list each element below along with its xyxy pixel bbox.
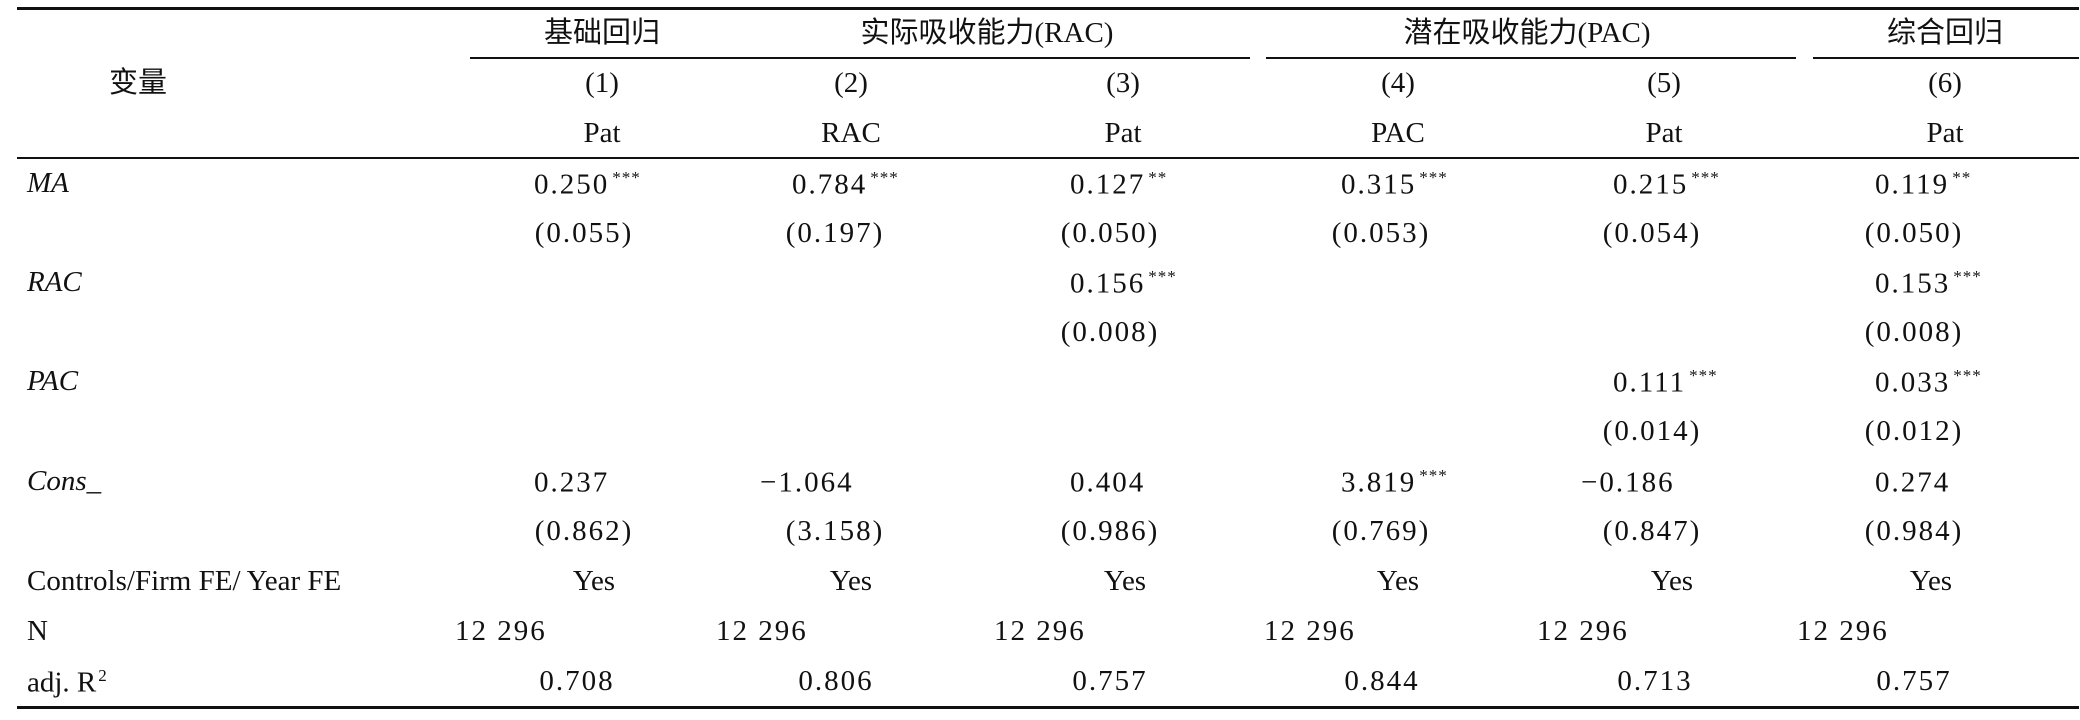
r2-value-4: 0.844 [1344,665,1420,697]
controls-value-6: Yes [1909,565,1953,597]
pac-coef-5: 0.111 *** [1613,366,1718,399]
ma-se-5: (0.054) [1602,217,1702,249]
cons-coef-2: −1.064 [760,466,854,499]
controls-value-5: Yes [1650,565,1694,597]
group-underline-4 [1813,57,2079,59]
r2-value-1: 0.708 [539,665,615,697]
rac-coef-3: 0.156 *** [1070,267,1177,300]
cons-se-1: (0.862) [534,515,634,547]
pac-coef-6: 0.033 *** [1875,366,1982,399]
group-underline-3 [1266,57,1796,59]
row-label-pac: PAC [27,365,79,397]
ma-coef-4: 0.315 *** [1341,168,1448,201]
col-number-4: (4) [1381,67,1415,99]
group-underline-2 [722,57,1250,59]
cons-se-2: (3.158) [785,515,885,547]
cons-coef-5: −0.186 [1581,466,1675,499]
ma-se-2: (0.197) [785,217,885,249]
group-header-4: 综合回归 [1886,17,2004,49]
row-label-cons: Cons_ [27,465,102,497]
row-label-ma: MA [27,167,69,199]
variable-header: 变量 [108,67,168,99]
col-number-6: (6) [1928,67,1962,99]
group-header-3: 潜在吸收能力(PAC) [1403,17,1651,49]
pac-se-5: (0.014) [1602,415,1702,447]
ma-coef-1: 0.250 *** [534,168,641,201]
n-value-5: 12 296 [1537,615,1629,647]
pac-se-6: (0.012) [1864,415,1964,447]
cons-se-5: (0.847) [1602,515,1702,547]
ma-se-6: (0.050) [1864,217,1964,249]
n-value-4: 12 296 [1264,615,1356,647]
group-underline-1 [470,57,732,59]
row-label-rac: RAC [27,266,82,298]
cons-coef-1: 0.237 [534,466,610,499]
n-value-6: 12 296 [1797,615,1889,647]
r2-superscript: 2 [98,666,107,685]
cons-coef-4: 3.819 *** [1341,466,1448,499]
ma-coef-6: 0.119 ** [1875,168,1972,201]
cons-se-4: (0.769) [1331,515,1431,547]
dep-var-1: Pat [583,117,621,149]
row-label-n: N [27,615,48,647]
cons-coef-3: 0.404 [1070,466,1146,499]
n-value-3: 12 296 [994,615,1086,647]
dep-var-6: Pat [1926,117,1964,149]
bottom-rule [17,706,2079,709]
cons-se-3: (0.986) [1060,515,1160,547]
dep-var-5: Pat [1645,117,1683,149]
controls-value-3: Yes [1103,565,1147,597]
col-number-2: (2) [834,67,868,99]
controls-value-1: Yes [572,565,616,597]
controls-value-2: Yes [829,565,873,597]
ma-coef-5: 0.215 *** [1613,168,1720,201]
n-value-2: 12 296 [716,615,808,647]
dep-var-4: PAC [1371,117,1425,149]
ma-se-3: (0.050) [1060,217,1160,249]
rac-se-6: (0.008) [1864,316,1964,348]
ma-se-1: (0.055) [534,217,634,249]
ma-coef-2: 0.784 *** [792,168,899,201]
dep-var-2: RAC [821,117,881,149]
dep-var-3: Pat [1104,117,1142,149]
r2-value-2: 0.806 [798,665,874,697]
group-header-2: 实际吸收能力(RAC) [860,17,1114,49]
r2-value-3: 0.757 [1072,665,1148,697]
col-number-5: (5) [1647,67,1681,99]
ma-se-4: (0.053) [1331,217,1431,249]
group-header-1: 基础回归 [543,17,661,49]
col-number-3: (3) [1106,67,1140,99]
header-rule [17,157,2079,159]
n-value-1: 12 296 [455,615,547,647]
r2-value-5: 0.713 [1617,665,1693,697]
col-number-1: (1) [585,67,619,99]
r2-value-6: 0.757 [1876,665,1952,697]
ma-coef-3: 0.127 ** [1070,168,1168,201]
cons-coef-6: 0.274 [1875,466,1951,499]
rac-se-3: (0.008) [1060,316,1160,348]
rac-coef-6: 0.153 *** [1875,267,1982,300]
row-label-controls: Controls/Firm FE/ Year FE [27,565,342,597]
controls-value-4: Yes [1376,565,1420,597]
top-rule [17,7,2079,10]
cons-se-6: (0.984) [1864,515,1964,547]
